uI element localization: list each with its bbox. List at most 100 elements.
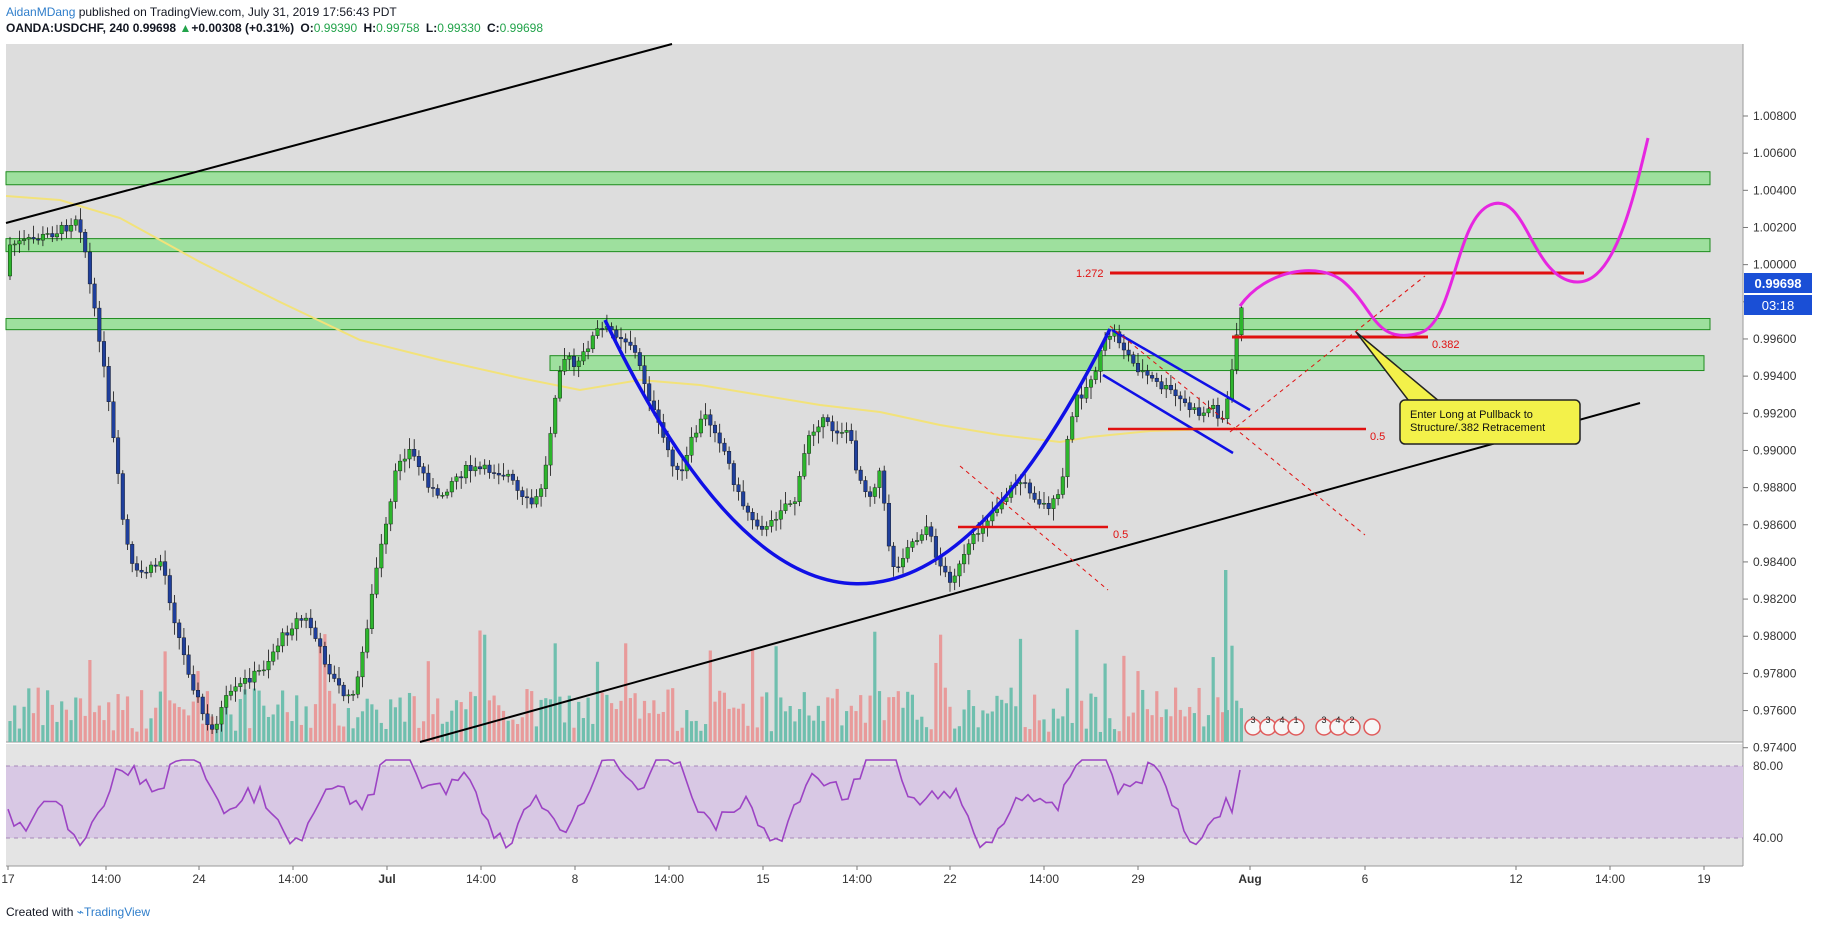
candle [449,477,454,498]
volume-bar [769,731,773,742]
candle [1164,377,1169,398]
volume-bar [497,705,501,742]
event-flag-icon[interactable] [1363,718,1381,736]
volume-bar [1145,709,1149,742]
cup-pattern-curve[interactable] [603,319,1112,586]
symbol-label[interactable]: OANDA:USDCHF, 240 [6,21,130,35]
volume-bar [924,727,929,742]
candle [760,515,765,536]
volume-bar [238,699,242,742]
candle [868,486,873,507]
price-tick-label: 0.98800 [1753,481,1797,495]
price-tick-label: 0.97600 [1753,704,1797,718]
volume-bar [332,703,336,742]
volume-bar [422,721,426,742]
volume-bar [934,662,938,742]
price-change: +0.00308 (+0.31%) [191,21,295,35]
event-badge[interactable]: 1 [1287,715,1305,736]
flag-upper-line[interactable] [1111,328,1251,412]
candle [144,566,149,579]
support-zone[interactable] [5,238,1711,253]
volume-bar [177,707,181,742]
price-projection-path[interactable] [1238,137,1650,337]
candle [882,465,887,511]
volume-bar [1018,638,1023,742]
callout-line-2: Structure/.382 Retracement [1410,422,1545,434]
tradingview-logo-icon: ⌁ [76,905,84,919]
current-price-label: 0.99698 [1755,276,1802,291]
candle [50,226,55,243]
volume-bar [567,695,571,742]
volume-spike-bar [1224,570,1228,742]
high-value: 0.99758 [376,21,420,35]
candle [351,690,356,701]
volume-bar [107,702,111,742]
time-tick-label: 24 [192,872,206,886]
candle [224,685,229,715]
candle [1159,374,1164,395]
support-zone[interactable] [5,318,1711,331]
candle [825,414,830,427]
upper-trendline[interactable] [5,43,673,224]
author-link[interactable]: AidanMDang [6,5,76,19]
candle [440,492,445,499]
candle [83,228,88,258]
price-tick-label: 1.00000 [1753,258,1797,272]
candle [675,462,680,480]
volume-bar [849,705,853,742]
volume-bar [370,704,374,742]
price-chart[interactable]: 1.272 0.382 0.5 0.5 Enter Long at Pullba… [0,40,1821,902]
volume-bar [614,709,618,742]
volume-bar [699,730,703,742]
volume-bar [1084,728,1088,742]
volume-bar [1014,706,1018,742]
svg-text:3: 3 [1321,715,1326,725]
candle [473,457,478,477]
price-tick-label: 0.97800 [1753,666,1797,680]
candle [1079,385,1084,410]
lower-trendline[interactable] [419,402,1641,743]
volume-bar [638,718,642,742]
candle [257,664,262,676]
volume-bar [426,661,430,742]
price-tick-label: 0.98200 [1753,592,1797,606]
volume-bar [1164,709,1168,742]
volume-bar [896,691,900,742]
volume-bar [436,698,440,742]
price-axis[interactable]: 1.008001.006001.004001.002001.000000.998… [1743,109,1797,755]
candle [445,488,450,499]
volume-bar [1042,719,1046,742]
volume-bar [290,721,294,742]
event-badge[interactable]: 4 [1329,715,1347,736]
candle [1117,324,1122,349]
support-zone[interactable] [5,171,1711,186]
trade-callout[interactable]: Enter Long at Pullback to Structure/.382… [1355,331,1581,445]
candle [454,473,459,490]
candle [186,645,191,678]
volume-bar [440,723,444,742]
volume-bar [313,704,318,742]
time-axis[interactable]: 17 14:00 24 14:00 Jul 14:00 8 14:00 15 14:00 22 14:… [1,866,1711,886]
candle [717,423,722,453]
event-badge[interactable]: 3 [1259,715,1277,736]
candle [285,625,290,646]
candle [623,333,628,354]
candle [384,516,389,554]
volume-bar [464,709,468,742]
volume-bar [1009,687,1013,742]
event-badge[interactable]: 2 [1343,715,1361,736]
event-badge[interactable]: 3 [1244,715,1262,736]
current-price-tag: 0.99698 03:18 [1744,273,1812,315]
volume-bar [1037,720,1041,742]
volume-bar [906,691,910,742]
candle [905,539,910,563]
support-zone[interactable] [549,355,1705,372]
time-tick-label: 14:00 [466,872,496,886]
candle [416,450,421,476]
candle [1135,352,1140,376]
candle [97,300,102,353]
volume-bar [1131,712,1135,742]
flag-lower-line[interactable] [1102,373,1234,455]
tradingview-link[interactable]: TradingView [83,905,150,919]
